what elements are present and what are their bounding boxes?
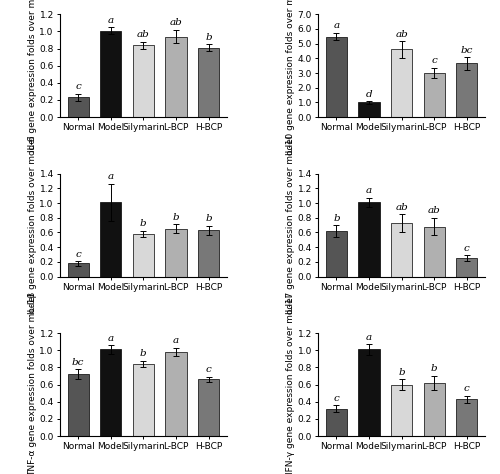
Text: b: b xyxy=(205,33,212,42)
Bar xyxy=(166,352,186,436)
Bar xyxy=(100,30,122,117)
Text: ab: ab xyxy=(170,18,182,27)
Bar xyxy=(198,48,219,117)
Text: b: b xyxy=(140,219,146,228)
Bar xyxy=(132,234,154,277)
Text: ab: ab xyxy=(396,202,408,211)
Text: bc: bc xyxy=(72,357,85,366)
Text: b: b xyxy=(431,365,438,374)
Text: a: a xyxy=(173,336,179,345)
Bar xyxy=(391,49,412,117)
Bar xyxy=(100,202,122,277)
Text: bc: bc xyxy=(460,46,473,55)
Text: a: a xyxy=(108,173,114,182)
Bar xyxy=(391,223,412,277)
Text: b: b xyxy=(333,214,340,223)
Y-axis label: IL-17 gene expression folds over model: IL-17 gene expression folds over model xyxy=(286,136,295,314)
Text: b: b xyxy=(172,213,179,222)
Text: d: d xyxy=(366,90,372,99)
Bar xyxy=(326,409,347,436)
Text: a: a xyxy=(366,333,372,342)
Text: c: c xyxy=(464,244,469,253)
Bar xyxy=(391,384,412,436)
Text: a: a xyxy=(366,186,372,195)
Bar xyxy=(100,349,122,436)
Text: c: c xyxy=(206,365,212,374)
Bar xyxy=(68,97,89,117)
Bar xyxy=(68,374,89,436)
Bar xyxy=(326,231,347,277)
Bar xyxy=(198,230,219,277)
Bar xyxy=(166,36,186,117)
Bar xyxy=(68,264,89,277)
Text: b: b xyxy=(205,214,212,223)
Bar xyxy=(358,349,380,436)
Bar xyxy=(358,102,380,117)
Text: c: c xyxy=(432,56,437,65)
Bar xyxy=(456,64,477,117)
Bar xyxy=(326,36,347,117)
Text: b: b xyxy=(398,368,405,377)
Bar xyxy=(424,73,445,117)
Y-axis label: IL-1β gene expression folds over model: IL-1β gene expression folds over model xyxy=(28,136,36,314)
Bar xyxy=(198,380,219,436)
Bar xyxy=(132,45,154,117)
Y-axis label: IFN-γ gene expression folds over model: IFN-γ gene expression folds over model xyxy=(286,295,295,474)
Text: c: c xyxy=(76,82,81,91)
Bar xyxy=(456,399,477,436)
Text: ab: ab xyxy=(428,206,440,215)
Bar xyxy=(424,383,445,436)
Text: ab: ab xyxy=(396,30,408,39)
Text: c: c xyxy=(76,250,81,259)
Text: c: c xyxy=(464,384,469,393)
Bar xyxy=(132,364,154,436)
Text: ab: ab xyxy=(137,30,149,39)
Text: a: a xyxy=(108,334,114,343)
Text: b: b xyxy=(140,349,146,358)
Text: a: a xyxy=(334,21,340,30)
Bar xyxy=(456,258,477,277)
Text: c: c xyxy=(334,393,340,402)
Bar xyxy=(358,202,380,277)
Text: a: a xyxy=(108,16,114,25)
Y-axis label: IL-10 gene expression folds over model: IL-10 gene expression folds over model xyxy=(286,0,295,155)
Y-axis label: TNF-α gene expression folds over model: TNF-α gene expression folds over model xyxy=(28,293,36,474)
Bar xyxy=(166,229,186,277)
Bar xyxy=(424,227,445,277)
Y-axis label: IL-6 gene expression folds over model: IL-6 gene expression folds over model xyxy=(28,0,36,152)
